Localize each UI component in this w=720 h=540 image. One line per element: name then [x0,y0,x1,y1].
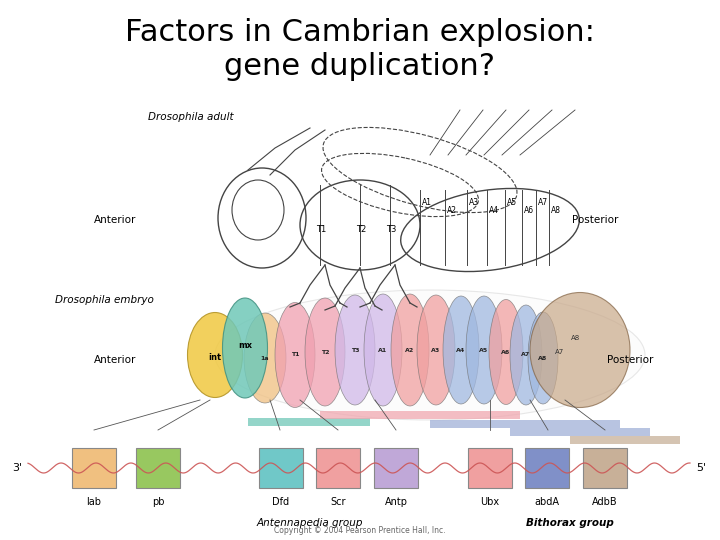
Text: Anterior: Anterior [94,355,136,365]
Ellipse shape [187,313,243,397]
Text: 1a: 1a [261,355,269,361]
Text: pb: pb [152,497,165,507]
Text: A7: A7 [555,349,564,355]
Ellipse shape [528,312,558,404]
Text: Posterior: Posterior [572,215,618,225]
Text: A2: A2 [447,206,457,215]
Text: abdA: abdA [535,497,559,507]
Text: Drosophila adult: Drosophila adult [148,112,233,122]
Ellipse shape [222,298,268,398]
Text: A6: A6 [524,206,534,215]
Text: A1: A1 [379,348,387,353]
Text: Anterior: Anterior [94,215,136,225]
Ellipse shape [466,296,502,404]
Text: 3': 3' [12,463,22,473]
Ellipse shape [305,298,345,406]
Text: AdbB: AdbB [592,497,618,507]
Ellipse shape [391,294,429,406]
Text: T2: T2 [356,226,366,234]
Text: T3: T3 [351,348,359,353]
Ellipse shape [530,293,630,408]
Text: Ubx: Ubx [480,497,499,507]
Text: Factors in Cambrian explosion:: Factors in Cambrian explosion: [125,18,595,47]
Text: A7: A7 [521,353,531,357]
Ellipse shape [275,302,315,408]
Text: 5': 5' [696,463,706,473]
Text: A3: A3 [469,198,479,207]
Text: A6: A6 [501,349,510,354]
FancyBboxPatch shape [525,448,570,488]
Text: Drosophila embryo: Drosophila embryo [55,295,154,305]
Text: T3: T3 [386,226,397,234]
Text: A8: A8 [572,335,580,341]
FancyBboxPatch shape [467,448,512,488]
Text: Posterior: Posterior [607,355,653,365]
Ellipse shape [215,290,645,420]
Text: gene duplication?: gene duplication? [225,52,495,81]
Text: mx: mx [238,341,252,349]
Text: A1: A1 [422,198,432,207]
Bar [510,428,650,436]
Text: A4: A4 [456,348,466,353]
Ellipse shape [489,300,523,404]
Text: T2: T2 [320,349,329,354]
Text: T1: T1 [291,353,300,357]
Text: Copyright © 2004 Pearson Prentice Hall, Inc.: Copyright © 2004 Pearson Prentice Hall, … [274,526,446,535]
Bar [430,420,620,428]
Text: T1: T1 [316,226,326,234]
Ellipse shape [510,305,542,405]
Text: A5: A5 [507,198,517,207]
Ellipse shape [443,296,479,404]
Text: A4: A4 [489,206,499,215]
Text: lab: lab [86,497,101,507]
FancyBboxPatch shape [136,448,181,488]
Text: Scr: Scr [330,497,346,507]
Text: A3: A3 [431,348,441,353]
FancyBboxPatch shape [582,448,627,488]
Text: A5: A5 [480,348,489,353]
Ellipse shape [417,295,455,405]
FancyBboxPatch shape [71,448,116,488]
Ellipse shape [244,313,286,403]
Ellipse shape [364,294,402,406]
Text: A8: A8 [551,206,561,215]
Bar [320,411,520,419]
Bar [248,418,370,426]
Text: A2: A2 [405,348,415,353]
Text: Bithorax group: Bithorax group [526,518,614,528]
FancyBboxPatch shape [374,448,418,488]
FancyBboxPatch shape [316,448,361,488]
Bar [570,436,680,444]
Text: A7: A7 [538,198,548,207]
Text: int: int [208,354,222,362]
Text: Dfd: Dfd [272,497,289,507]
Text: Antennapedia group: Antennapedia group [257,518,364,528]
FancyBboxPatch shape [258,448,303,488]
Text: A8: A8 [539,355,548,361]
Ellipse shape [335,295,375,405]
Text: Antp: Antp [384,497,408,507]
